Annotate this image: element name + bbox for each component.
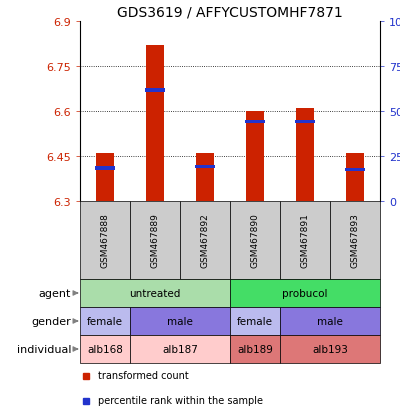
- Title: GDS3619 / AFFYCUSTOMHF7871: GDS3619 / AFFYCUSTOMHF7871: [117, 5, 343, 19]
- Bar: [230, 307, 280, 335]
- Text: transformed count: transformed count: [98, 370, 189, 380]
- Text: alb189: alb189: [237, 344, 273, 354]
- Bar: [180, 202, 230, 279]
- Bar: [196, 154, 214, 202]
- Bar: [96, 154, 114, 202]
- Text: female: female: [237, 316, 273, 326]
- Bar: [80, 202, 130, 279]
- Bar: [80, 279, 230, 307]
- Bar: [195, 165, 215, 169]
- Text: GSM467889: GSM467889: [150, 213, 160, 268]
- Bar: [296, 109, 314, 202]
- Bar: [146, 46, 164, 202]
- Bar: [230, 279, 380, 307]
- Bar: [295, 121, 315, 124]
- Bar: [80, 307, 130, 335]
- Text: GSM467890: GSM467890: [250, 213, 260, 268]
- Text: male: male: [167, 316, 193, 326]
- Text: GSM467891: GSM467891: [300, 213, 310, 268]
- Text: alb168: alb168: [87, 344, 123, 354]
- Text: female: female: [87, 316, 123, 326]
- Text: percentile rank within the sample: percentile rank within the sample: [98, 396, 263, 406]
- Bar: [246, 112, 264, 202]
- Text: GSM467888: GSM467888: [100, 213, 110, 268]
- Text: probucol: probucol: [282, 288, 328, 298]
- Text: male: male: [317, 316, 343, 326]
- Bar: [280, 335, 380, 363]
- Text: agent: agent: [39, 288, 71, 298]
- Text: individual: individual: [16, 344, 71, 354]
- Bar: [280, 307, 380, 335]
- Bar: [95, 167, 115, 171]
- Bar: [245, 121, 265, 124]
- Bar: [346, 154, 364, 202]
- Bar: [80, 335, 130, 363]
- Text: gender: gender: [31, 316, 71, 326]
- Text: alb193: alb193: [312, 344, 348, 354]
- Bar: [230, 202, 280, 279]
- Bar: [130, 202, 180, 279]
- Text: GSM467893: GSM467893: [350, 213, 360, 268]
- Bar: [145, 89, 165, 93]
- Bar: [130, 307, 230, 335]
- Bar: [345, 168, 365, 172]
- Text: GSM467892: GSM467892: [200, 213, 210, 268]
- Bar: [280, 202, 330, 279]
- Bar: [330, 202, 380, 279]
- Bar: [230, 335, 280, 363]
- Text: untreated: untreated: [129, 288, 181, 298]
- Text: alb187: alb187: [162, 344, 198, 354]
- Bar: [130, 335, 230, 363]
